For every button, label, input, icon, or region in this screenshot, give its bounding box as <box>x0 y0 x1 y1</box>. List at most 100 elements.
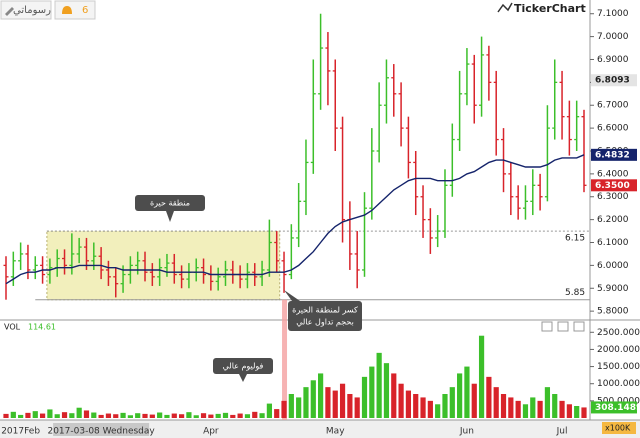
notification-button[interactable] <box>54 0 96 20</box>
volume-bar <box>427 400 433 418</box>
y-tick-label: 6.6000 <box>597 124 629 134</box>
volume-bar <box>259 413 265 418</box>
panel-close[interactable] <box>573 321 585 332</box>
volume-bar <box>449 387 455 418</box>
volume-bar <box>515 400 521 418</box>
price-tag <box>591 179 637 192</box>
callout-pointer <box>284 290 300 301</box>
volume-bar <box>149 414 155 418</box>
callout-box <box>135 195 205 211</box>
volume-bar <box>237 413 243 418</box>
y-tick-label: 7.1000 <box>597 9 629 19</box>
x-tick-label: Apr <box>203 427 219 437</box>
volume-bar <box>142 413 148 418</box>
volume-bar <box>215 413 221 418</box>
y-tick-label: 5.8000 <box>597 307 629 317</box>
volume-bar <box>10 411 16 418</box>
y-tick-label: 2500.0000 <box>597 328 640 338</box>
x-tick-label: 2017Feb <box>1 427 40 437</box>
unit-label: x100K <box>605 424 631 433</box>
toolbar: رسوماتي 6 <box>0 0 96 20</box>
volume-bar <box>39 413 46 418</box>
callout-text: منطقة حيرة <box>150 199 190 208</box>
panel-last-value: 114.61 <box>28 323 56 332</box>
price-tag-label: 6.4832 <box>595 150 630 160</box>
volume-bar <box>83 410 90 418</box>
y-tick-label: 6.0000 <box>597 261 629 271</box>
volume-bar <box>25 412 31 418</box>
volume-bar <box>186 412 192 418</box>
y-tick-label: 6.7000 <box>597 101 629 111</box>
cursor-date-box <box>53 423 150 436</box>
volume-bar <box>464 366 470 418</box>
price-tag <box>591 148 637 161</box>
volume-bar <box>471 383 477 418</box>
cursor-highlight <box>282 299 288 420</box>
x-axis-band <box>0 420 640 438</box>
volume-bar <box>69 413 75 418</box>
volume-bar <box>164 414 170 418</box>
panel-title: VOL <box>4 323 21 332</box>
volume-bar <box>442 394 448 418</box>
callout-box <box>213 358 273 374</box>
price-tag <box>591 74 637 87</box>
volume-bar <box>178 414 185 418</box>
pencil-icon <box>5 7 14 16</box>
volume-bar <box>3 413 9 418</box>
y-tick-label: 6.3000 <box>597 192 629 202</box>
volume-bar <box>347 394 353 418</box>
volume-bar <box>47 409 53 418</box>
volume-bar <box>376 352 382 418</box>
callout-pointer <box>239 374 247 382</box>
x-tick-label: 2017-03-08 Wednesday <box>47 427 155 437</box>
volume-bar <box>98 414 104 418</box>
volume-bar <box>113 414 119 418</box>
panel-settings[interactable] <box>541 321 553 332</box>
callout-text: فوليوم عالي <box>223 362 264 371</box>
volume-bar <box>200 413 207 418</box>
volume-bar <box>61 412 68 418</box>
volume-bar <box>105 413 112 418</box>
volume-bar <box>500 394 507 418</box>
volume-bar <box>252 411 258 418</box>
callout-text: كسر لمنطقة الحيرة <box>292 306 358 315</box>
price-tag-label: 308.1489 <box>595 403 640 413</box>
volume-bar <box>398 383 404 418</box>
brand-name: TickerChart <box>514 2 586 15</box>
volume-bar <box>135 413 141 418</box>
volume-bar <box>435 404 441 418</box>
menu-label[interactable]: رسوماتي <box>13 5 51 16</box>
volume-bar <box>157 412 163 418</box>
volume-bar <box>281 400 287 418</box>
volume-bar <box>457 373 463 418</box>
volume-bar <box>127 415 133 418</box>
volume-bar <box>383 363 390 418</box>
volume-bar <box>303 387 309 418</box>
x-tick-label: Jun <box>459 427 474 437</box>
volume-bar <box>230 414 236 418</box>
moving-average <box>5 154 585 285</box>
notification-count[interactable]: 6 <box>82 5 88 16</box>
volume-bar <box>405 390 412 418</box>
volume-bar <box>391 373 397 418</box>
y-tick-label: 500.0000 <box>597 396 640 406</box>
callout-box <box>288 301 362 331</box>
volume-bar <box>120 412 126 418</box>
menu-button[interactable] <box>0 0 52 20</box>
y-tick-label: 6.9000 <box>597 55 629 65</box>
volume-bar <box>522 404 529 418</box>
panel-minimize[interactable] <box>557 321 569 332</box>
volume-bar <box>76 407 82 418</box>
volume-bar <box>193 415 199 418</box>
volume-bar <box>354 397 360 418</box>
x-tick-label: May <box>326 427 345 437</box>
price-tag-label: 6.8093 <box>595 76 630 86</box>
volume-bar <box>413 394 419 418</box>
volume-bar <box>332 390 338 418</box>
callout-text: بحجم تداول عالي <box>296 318 354 327</box>
brand: TickerChart <box>497 2 586 15</box>
volume-bar <box>310 380 316 418</box>
volume-bar <box>325 387 331 418</box>
level-label: 5.85 <box>565 288 585 298</box>
